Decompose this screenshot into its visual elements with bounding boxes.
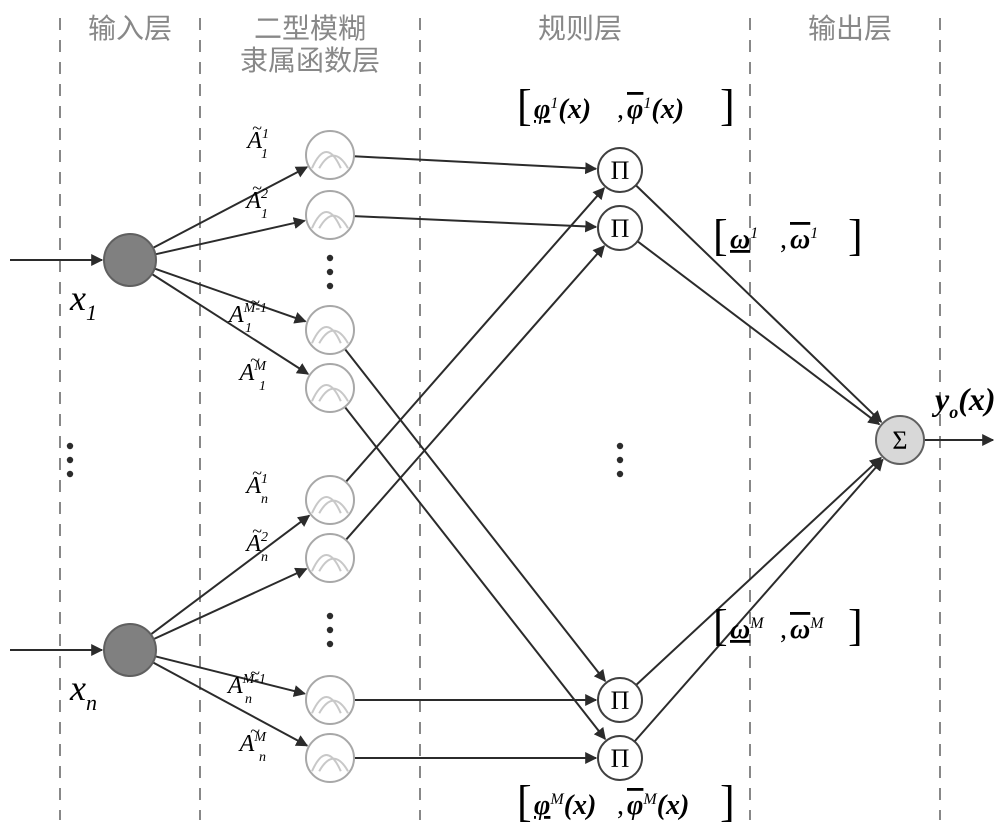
edge	[153, 167, 307, 248]
fuzzy-node	[306, 476, 354, 524]
svg-text:]: ]	[848, 211, 863, 260]
edge	[345, 349, 605, 681]
svg-text:,: ,	[617, 94, 624, 125]
svg-text:ωM: ωM	[790, 614, 825, 645]
svg-text:φM(x): φM(x)	[534, 790, 596, 821]
svg-text:φM(x): φM(x)	[627, 790, 689, 821]
product-symbol: Π	[611, 686, 630, 715]
svg-text:[: [	[517, 81, 532, 130]
edge	[346, 246, 604, 540]
vdots	[327, 269, 333, 275]
svg-text:φ1(x): φ1(x)	[534, 94, 591, 125]
vdots	[327, 641, 333, 647]
fuzzy-label: ~AM-1n	[226, 663, 266, 707]
fuzzy-label: ~A1n	[244, 463, 268, 507]
fuzzy-label: ~A11	[245, 118, 268, 162]
layer-title: 隶属函数层	[240, 45, 380, 77]
fuzzy-label: ~AMn	[238, 721, 268, 765]
fuzzy-label: ~A21	[244, 178, 268, 222]
svg-text:ωM: ωM	[730, 614, 765, 645]
diagram-canvas: 输入层 二型模糊隶属函数层 规则层 输出层 x1 xn ~A11 ~A21 ~AM-11 ~AM1…	[0, 0, 1000, 834]
vdots	[327, 255, 333, 261]
layer-title: 二型模糊	[254, 13, 366, 45]
fuzzy-node	[306, 534, 354, 582]
svg-text:,: ,	[780, 614, 787, 645]
vdots	[67, 457, 73, 463]
vdots	[67, 443, 73, 449]
svg-text:]: ]	[720, 777, 735, 826]
fuzzy-node	[306, 676, 354, 724]
svg-text:φ1(x): φ1(x)	[627, 94, 684, 125]
fuzzy-node	[306, 306, 354, 354]
svg-text:[: [	[517, 777, 532, 826]
fuzzy-label: ~A2n	[244, 521, 268, 565]
product-symbol: Π	[611, 214, 630, 243]
product-symbol: Π	[611, 744, 630, 773]
fuzzy-node	[306, 364, 354, 412]
fuzzy-label: ~AM-11	[227, 292, 266, 336]
vdots	[617, 457, 623, 463]
edge	[635, 460, 883, 742]
svg-text:[: [	[713, 211, 728, 260]
input-node	[104, 234, 156, 286]
edge	[345, 407, 605, 739]
fuzzy-node	[306, 734, 354, 782]
vdots	[327, 613, 333, 619]
edge	[638, 241, 880, 424]
svg-text:,: ,	[617, 790, 624, 821]
vdots	[617, 443, 623, 449]
interval-label: [ωM,ωM]	[713, 601, 863, 650]
sum-symbol: Σ	[892, 426, 907, 455]
layer-title: 输出层	[808, 13, 892, 45]
svg-text:]: ]	[848, 601, 863, 650]
svg-text:[: [	[713, 601, 728, 650]
edge	[636, 458, 881, 685]
input-label: xn	[69, 668, 97, 715]
svg-text:ω1: ω1	[790, 224, 818, 255]
layer-title: 规则层	[538, 13, 622, 45]
interval-label: [φ1(x),φ1(x)]	[517, 81, 735, 130]
edge	[354, 156, 596, 169]
svg-text:ω1: ω1	[730, 224, 758, 255]
interval-label: [ω1,ω1]	[713, 211, 863, 260]
output-label: yo(x)	[931, 381, 996, 422]
edge	[151, 516, 309, 635]
fuzzy-node	[306, 131, 354, 179]
input-node	[104, 624, 156, 676]
edge	[636, 185, 881, 422]
vdots	[327, 283, 333, 289]
vdots	[67, 471, 73, 477]
edge	[154, 569, 307, 639]
product-symbol: Π	[611, 156, 630, 185]
edge	[155, 221, 304, 255]
fuzzy-node	[306, 191, 354, 239]
vdots	[327, 627, 333, 633]
interval-label: [φM(x),φM(x)]	[517, 777, 735, 826]
layer-title: 输入层	[88, 13, 172, 45]
edge	[354, 216, 596, 227]
svg-text:,: ,	[780, 224, 787, 255]
edge	[346, 188, 604, 482]
input-label: x1	[69, 278, 97, 325]
svg-text:]: ]	[720, 81, 735, 130]
fuzzy-label: ~AM1	[238, 350, 268, 394]
vdots	[617, 471, 623, 477]
